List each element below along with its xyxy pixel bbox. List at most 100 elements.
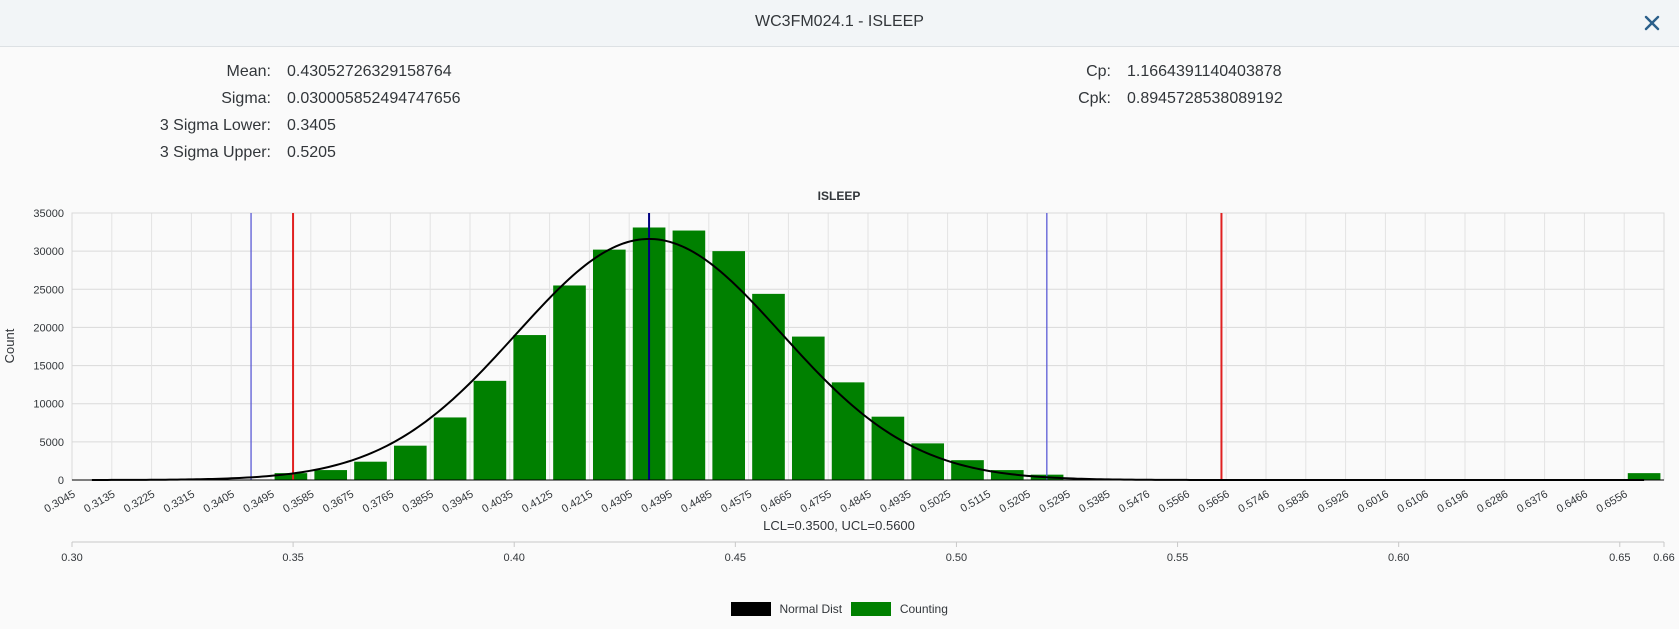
dialog-title: WC3FM024.1 - ISLEEP — [755, 13, 924, 30]
x-tick-label: 0.5926 — [1316, 488, 1351, 515]
x-tick-label: 0.5836 — [1276, 488, 1311, 515]
x-tick-label: 0.4575 — [719, 488, 754, 515]
x-tick-label: 0.6376 — [1515, 488, 1550, 515]
legend-item-counting[interactable]: Counting — [851, 601, 948, 617]
x-tick-label: 0.6106 — [1396, 488, 1431, 515]
histogram-bar[interactable] — [871, 416, 905, 480]
x-tick-label: 0.5746 — [1236, 488, 1271, 515]
histogram-bar[interactable] — [393, 445, 427, 480]
histogram-bar[interactable] — [553, 285, 586, 480]
x-tick-label: 0.6016 — [1356, 488, 1391, 515]
y-tick-label: 0 — [58, 475, 64, 487]
histogram-bar[interactable] — [672, 230, 706, 480]
histogram-chart: ISLEEP Count 0 5000 10000 15000 20000 25000 30… — [2, 189, 1675, 564]
x-tick-label: 0.4035 — [480, 488, 515, 515]
legend-item-normal-dist[interactable]: Normal Dist — [731, 601, 843, 617]
x-axis-label: LCL=0.3500, UCL=0.5600 — [763, 518, 915, 533]
y-tick-label: 10000 — [33, 399, 64, 411]
histogram-bar[interactable] — [791, 336, 825, 480]
stat-label: Cp: — [1086, 63, 1111, 80]
secondary-axis-tick-label: 0.66 — [1653, 552, 1674, 564]
x-tick-label: 0.4215 — [560, 488, 595, 515]
close-icon — [1644, 15, 1660, 31]
y-tick-label: 35000 — [33, 208, 64, 220]
stat-value: 0.5205 — [287, 144, 336, 161]
stat-label: Sigma: — [221, 90, 271, 107]
chart-legend: Normal Dist Counting — [0, 601, 1679, 621]
secondary-axis-tick-label: 0.65 — [1609, 552, 1630, 564]
secondary-axis-tick-label: 0.35 — [282, 552, 303, 564]
histogram-bar[interactable] — [314, 470, 348, 480]
legend-swatch — [731, 602, 772, 617]
grid-layer — [71, 212, 1665, 481]
histogram-bar[interactable] — [752, 293, 785, 480]
histogram-bar[interactable] — [433, 417, 467, 480]
x-tick-label: 0.5295 — [1037, 488, 1072, 515]
x-tick-label: 0.6196 — [1435, 488, 1470, 515]
stat-value: 1.1664391140403878 — [1127, 63, 1282, 80]
secondary-axis-tick-label: 0.60 — [1388, 552, 1409, 564]
secondary-axis-tick-label: 0.50 — [946, 552, 967, 564]
x-tick-label: 0.5205 — [998, 488, 1033, 515]
histogram-bar[interactable] — [354, 461, 387, 480]
histogram-bar[interactable] — [990, 470, 1024, 480]
secondary-axis-tick-label: 0.45 — [725, 552, 746, 564]
x-tick-label: 0.3405 — [202, 488, 237, 515]
legend-swatch — [851, 602, 892, 617]
x-tick-label: 0.4125 — [520, 488, 555, 515]
stat-value: 0.43052726329158764 — [287, 63, 452, 80]
x-tick-label: 0.6286 — [1475, 488, 1510, 515]
y-tick-label: 15000 — [33, 361, 64, 373]
x-tick-label: 0.3225 — [122, 488, 157, 515]
histogram-bar[interactable] — [473, 380, 507, 480]
x-tick-label: 0.3855 — [401, 488, 436, 515]
histogram-bar[interactable] — [592, 249, 626, 480]
histogram-bar[interactable] — [1627, 473, 1661, 480]
x-tick-label: 0.4485 — [679, 488, 714, 515]
x-tick-label: 0.3315 — [162, 488, 197, 515]
histogram-bar[interactable] — [513, 335, 547, 480]
x-tick-label: 0.3495 — [241, 488, 276, 515]
x-tick-label: 0.4845 — [838, 488, 873, 515]
x-tick-label: 0.4305 — [600, 488, 635, 515]
secondary-axis-tick-label: 0.30 — [61, 552, 82, 564]
close-button[interactable] — [1639, 10, 1665, 36]
stat-label: 3 Sigma Lower: — [159, 117, 271, 134]
x-tick-label: 0.3135 — [82, 488, 117, 515]
x-tick-label: 0.4935 — [878, 488, 913, 515]
chart-title: ISLEEP — [818, 189, 861, 203]
dialog-header: WC3FM024.1 - ISLEEP — [0, 0, 1679, 47]
x-tick-label: 0.4395 — [639, 488, 674, 515]
legend-label: Normal Dist — [779, 602, 843, 617]
x-tick-label: 0.5566 — [1157, 488, 1192, 515]
stat-value: 0.8945728538089192 — [1127, 90, 1283, 107]
x-tick-label: 0.3945 — [440, 488, 475, 515]
stat-label: Mean: — [226, 63, 271, 80]
x-tick-label: 0.4665 — [759, 488, 794, 515]
x-tick-label: 0.5025 — [918, 488, 953, 515]
secondary-axis-tick-label: 0.55 — [1167, 552, 1188, 564]
x-tick-label: 0.3045 — [42, 488, 77, 515]
histogram-bar[interactable] — [274, 473, 308, 480]
histogram-bar[interactable] — [712, 251, 746, 480]
stat-label: 3 Sigma Upper: — [159, 144, 271, 161]
x-tick-label: 0.5656 — [1197, 488, 1232, 515]
stat-label: Cpk: — [1078, 90, 1111, 107]
stat-value: 0.3405 — [287, 117, 336, 134]
x-tick-label: 0.5385 — [1077, 488, 1112, 515]
x-tick-label: 0.5115 — [958, 488, 992, 515]
y-axis-label: Count — [2, 328, 17, 363]
y-tick-label: 25000 — [33, 284, 64, 296]
x-tick-label: 0.4755 — [799, 488, 834, 515]
x-tick-label: 0.6466 — [1555, 488, 1590, 515]
y-tick-label: 5000 — [40, 437, 64, 449]
x-tick-label: 0.3585 — [281, 488, 316, 515]
y-tick-label: 30000 — [33, 246, 64, 258]
stat-value: 0.030005852494747656 — [287, 90, 461, 107]
y-tick-label: 20000 — [33, 322, 64, 334]
x-tick-label: 0.3765 — [361, 488, 396, 515]
legend-label: Counting — [899, 602, 948, 617]
histogram-bar[interactable] — [831, 382, 865, 480]
x-tick-label: 0.5476 — [1117, 488, 1152, 515]
x-tick-label: 0.3675 — [321, 488, 356, 515]
